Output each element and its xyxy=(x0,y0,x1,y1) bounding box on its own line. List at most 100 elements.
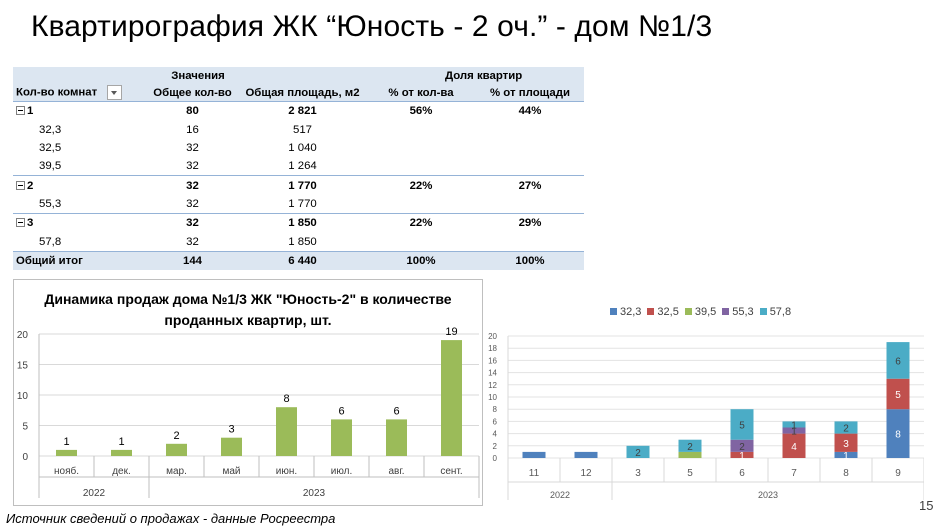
pivot-sub-row: 55,3 32 1 770 xyxy=(13,195,584,214)
stacked-bar-segment xyxy=(730,409,754,440)
stacked-bar-segment xyxy=(678,451,702,458)
pivot-sub-row: 32,5 32 1 040 xyxy=(13,139,584,157)
group-pct-area: 44% xyxy=(476,101,584,121)
sub-count: 32 xyxy=(186,197,199,210)
collapse-icon[interactable] xyxy=(16,218,25,228)
group-count: 32 xyxy=(146,213,239,233)
legend-swatch xyxy=(684,308,692,315)
bar xyxy=(276,407,297,456)
x-tick-label: 8 xyxy=(843,468,849,479)
segment-label: 2 xyxy=(843,424,849,435)
total-area: 6 440 xyxy=(239,250,366,271)
pivot-sub-row: 39,5 32 1 264 xyxy=(13,157,584,176)
y-tick-label: 0 xyxy=(22,452,28,463)
sub-label: 55,3 xyxy=(39,197,62,210)
x-tick-label: июл. xyxy=(331,466,352,477)
x-tick-label: июн. xyxy=(276,466,297,477)
total-label: Общий итог xyxy=(13,250,146,271)
sub-area: 1 850 xyxy=(288,235,317,248)
sub-count: 32 xyxy=(186,160,199,173)
x-tick-label: 7 xyxy=(791,468,797,479)
legend-item: 32,3 xyxy=(610,306,641,318)
y-tick-label: 8 xyxy=(493,405,498,414)
legend-swatch xyxy=(759,308,767,315)
group-pct-area: 29% xyxy=(476,213,584,233)
sub-area: 1 770 xyxy=(288,197,317,210)
sub-count: 16 xyxy=(186,123,199,136)
col-area-header: Общая площадь, м2 xyxy=(239,84,366,102)
stacked-bar-segment xyxy=(782,433,806,458)
segment-label: 5 xyxy=(895,390,901,401)
group-label: 1 xyxy=(27,105,34,118)
stacked-bar-segment xyxy=(886,409,910,458)
segment-label: 8 xyxy=(895,430,901,441)
sub-label: 57,8 xyxy=(39,235,62,248)
legend-swatch xyxy=(610,308,617,315)
x-tick-label: май xyxy=(222,466,240,477)
stacked-bar-segment xyxy=(834,451,858,458)
segment-label: 4 xyxy=(791,442,797,453)
data-label: 3 xyxy=(228,424,234,436)
slide-title: Квартирография ЖК “Юность - 2 оч.” - дом… xyxy=(31,10,713,43)
header-share: Доля квартир xyxy=(366,67,584,84)
y-tick-label: 18 xyxy=(488,344,497,353)
group-label-cell[interactable]: 2 xyxy=(13,175,146,195)
chart-legend: 32,3 32,5 39,5 55,3 57,8 xyxy=(610,306,797,318)
sub-area: 1 040 xyxy=(288,141,317,154)
bar xyxy=(56,449,77,456)
col-count-header: Общее кол-во xyxy=(146,84,239,102)
source-note: Источник сведений о продажах - данные Ро… xyxy=(6,511,336,526)
group-pct-count: 56% xyxy=(366,101,476,121)
segment-label: 2 xyxy=(687,442,693,453)
bar xyxy=(111,449,132,456)
data-label: 6 xyxy=(338,405,344,417)
data-label: 1 xyxy=(63,436,69,448)
filter-dropdown-icon[interactable] xyxy=(107,85,123,100)
bar xyxy=(221,437,242,456)
legend-item: 55,3 xyxy=(722,306,754,318)
segment-label: 6 xyxy=(895,356,901,367)
x-group-label: 2023 xyxy=(303,488,326,499)
legend-item: 39,5 xyxy=(684,306,716,318)
pivot-header-row-1: Значения Доля квартир xyxy=(13,67,584,84)
header-values: Значения xyxy=(146,67,239,84)
stacked-sales-chart[interactable]: 32,3 32,5 39,5 55,3 57,8 0 2 4 6 8 10 12 14 16 18 20 11… xyxy=(484,300,924,510)
y-tick-label: 12 xyxy=(488,381,497,390)
stacked-bar-segment xyxy=(678,439,702,452)
x-tick-label: сент. xyxy=(440,466,462,477)
pivot-header-row-2: Кол-во комнат Общее кол-во Общая площадь… xyxy=(13,84,584,102)
group-count: 80 xyxy=(146,101,239,121)
stacked-bar-segment xyxy=(834,421,858,434)
y-tick-label: 0 xyxy=(493,454,498,463)
collapse-icon[interactable] xyxy=(16,106,25,116)
stacked-bar-segment xyxy=(730,451,754,458)
collapse-icon[interactable] xyxy=(16,180,25,190)
pivot-group-row[interactable]: 3 32 1 850 22% 29% xyxy=(13,213,584,233)
group-label-cell[interactable]: 1 xyxy=(13,101,146,121)
sub-area: 517 xyxy=(292,123,312,136)
y-tick-label: 10 xyxy=(488,393,497,402)
pivot-group-row[interactable]: 2 32 1 770 22% 27% xyxy=(13,175,584,195)
x-tick-label: 9 xyxy=(895,468,901,479)
segment-label: 1 xyxy=(791,420,797,431)
bar xyxy=(166,443,187,456)
x-tick-label: 5 xyxy=(687,468,693,479)
group-label-cell[interactable]: 3 xyxy=(13,213,146,233)
segment-label: 2 xyxy=(635,448,641,459)
x-group-label: 2022 xyxy=(83,488,106,499)
pivot-group-row[interactable]: 1 80 2 821 56% 44% xyxy=(13,101,584,121)
bar xyxy=(331,419,352,456)
x-tick-label: авг. xyxy=(388,466,404,477)
pivot-table: Значения Доля квартир Кол-во комнат Обще… xyxy=(13,67,584,271)
total-pct-area: 100% xyxy=(476,250,584,271)
x-tick-label: 3 xyxy=(635,468,641,479)
x-tick-label: дек. xyxy=(112,466,131,477)
legend-label: 32,5 xyxy=(657,306,679,318)
col-rooms-label: Кол-во комнат xyxy=(16,86,98,99)
data-label: 2 xyxy=(173,430,179,442)
y-tick-label: 20 xyxy=(488,332,497,341)
group-label: 3 xyxy=(27,217,34,230)
group-count: 32 xyxy=(146,175,239,195)
group-pct-area: 27% xyxy=(476,175,584,195)
sales-dynamics-chart[interactable]: Динамика продаж дома №1/3 ЖК "Юность-2" … xyxy=(13,279,483,506)
